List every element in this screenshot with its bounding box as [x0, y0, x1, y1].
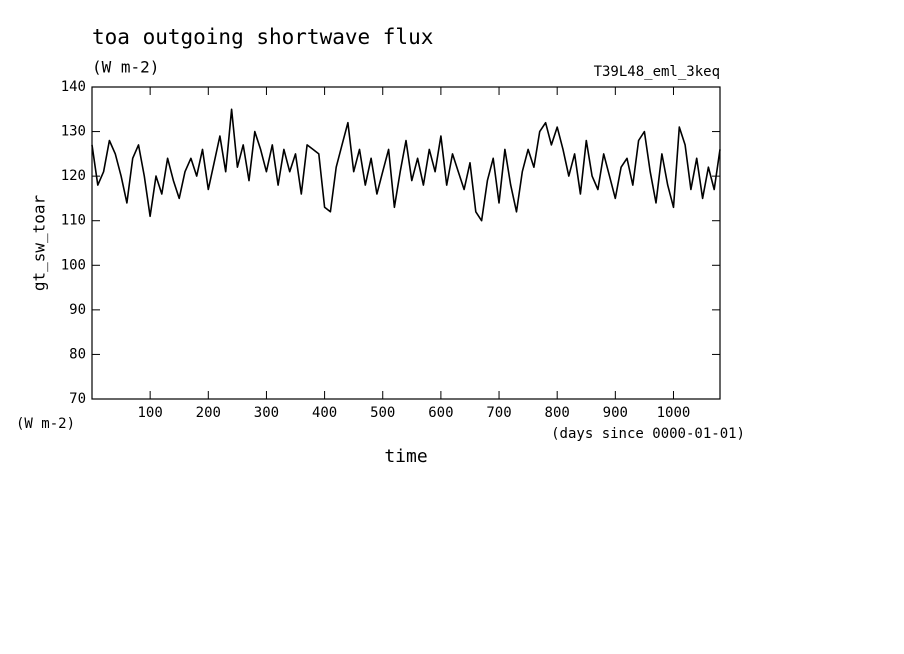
y-tick-label: 100: [61, 257, 86, 273]
x-tick-label: 500: [370, 405, 395, 421]
plot-frame: [91, 86, 721, 400]
y-tick-label: 110: [61, 213, 86, 229]
x-unit: (days since 0000-01-01): [551, 426, 745, 442]
subtitle: (W m-2): [92, 58, 159, 77]
x-tick-label: 300: [254, 405, 279, 421]
y-unit: (W m-2): [16, 416, 75, 432]
y-tick-label: 80: [69, 346, 86, 362]
x-tick-label: 600: [428, 405, 453, 421]
x-tick-label: 900: [603, 405, 628, 421]
y-tick-label: 140: [61, 79, 86, 95]
chart-title: toa outgoing shortwave flux: [92, 25, 433, 49]
x-tick-label: 800: [545, 405, 570, 421]
y-tick-label: 90: [69, 302, 86, 318]
y-axis-label: gt_sw_toar: [30, 194, 49, 291]
y-tick-label: 120: [61, 168, 86, 184]
x-axis-label: time: [384, 446, 427, 467]
annotation: T39L48_eml_3keq: [594, 64, 720, 80]
x-tick-label: 200: [196, 405, 221, 421]
data-line: [91, 108, 721, 222]
x-tick-label: 1000: [657, 405, 691, 421]
x-tick-label: 700: [486, 405, 511, 421]
x-tick-label: 100: [137, 405, 162, 421]
y-tick-label: 130: [61, 124, 86, 140]
y-tick-label: 70: [69, 391, 86, 407]
x-tick-label: 400: [312, 405, 337, 421]
